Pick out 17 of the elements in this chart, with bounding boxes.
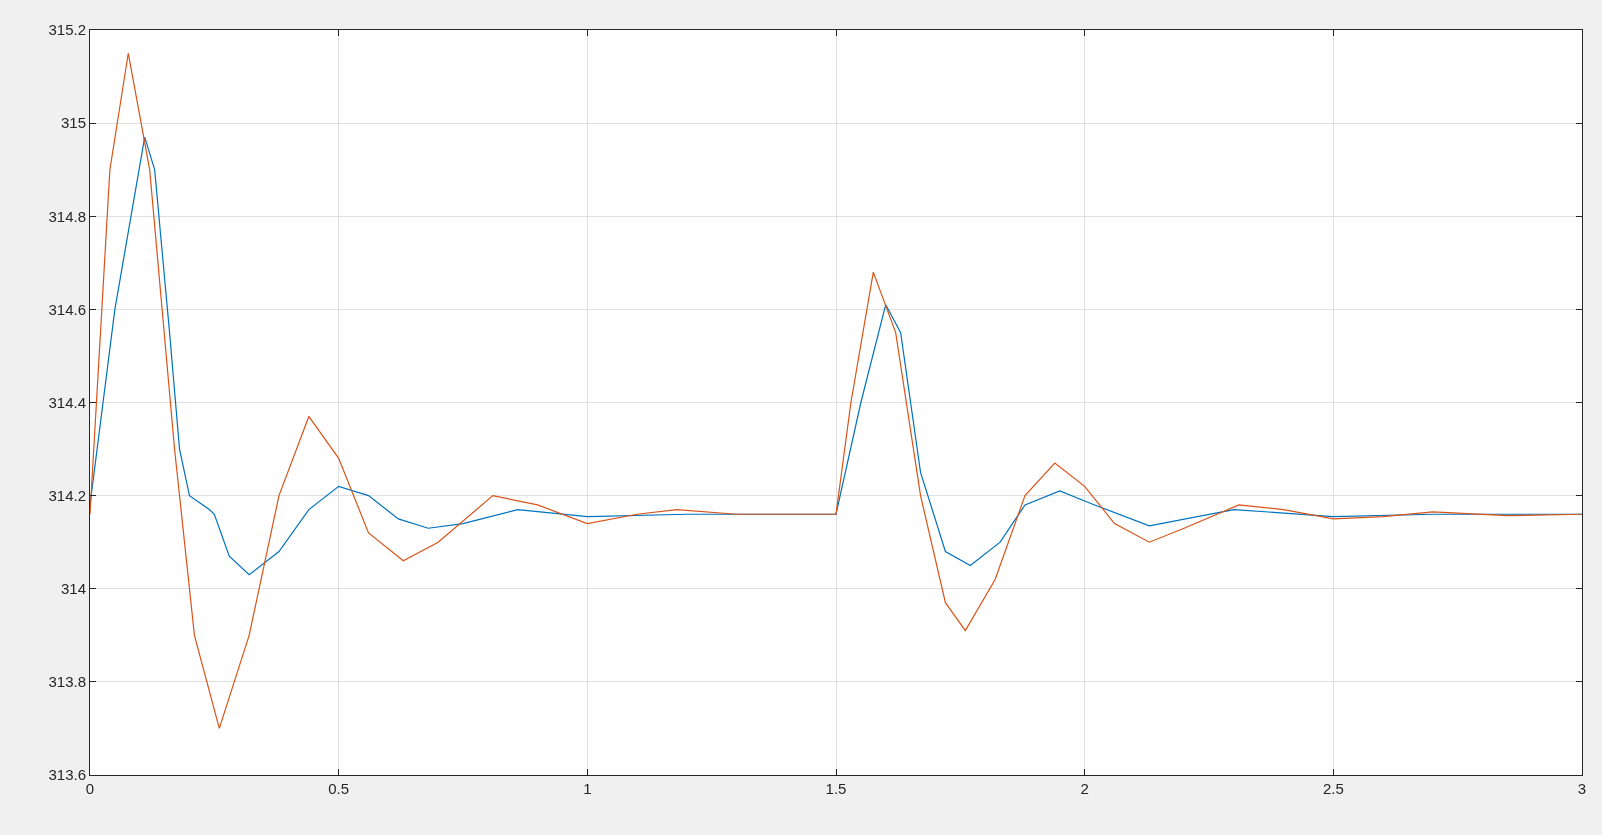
x-tick-label: 1: [583, 780, 592, 797]
x-tick-label: 1.5: [825, 780, 847, 797]
y-tick-label: 314.8: [48, 207, 86, 225]
y-tick-label: 313.6: [48, 766, 86, 784]
x-tick-label: 2: [1080, 780, 1089, 797]
y-tick-label: 313.8: [48, 673, 86, 691]
line-series: [90, 52, 1582, 730]
x-tick-label: 2.5: [1322, 780, 1344, 797]
y-tick-label: 315.2: [48, 21, 86, 39]
y-tick-label: 314.6: [48, 300, 86, 318]
y-tick-label: 314: [60, 580, 86, 597]
y-tick-label: 314.2: [48, 486, 86, 504]
x-tick-label: 3: [1577, 780, 1587, 797]
x-tick-label: 0: [85, 780, 95, 797]
y-tick-label: 315: [60, 114, 86, 132]
x-tick-label: 0.5: [328, 780, 350, 797]
y-tick-label: 314.4: [48, 393, 86, 411]
